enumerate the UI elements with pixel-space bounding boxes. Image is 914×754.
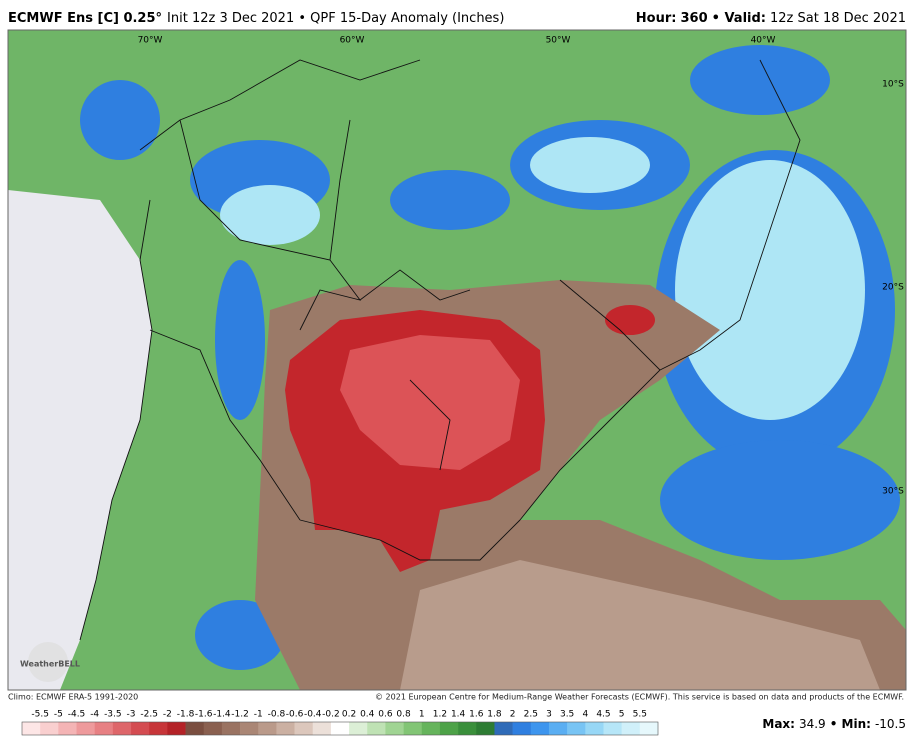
colorbar-label: 0.2 (342, 710, 356, 720)
colorbar-label: -5.5 (31, 710, 49, 720)
max: 34.9 (799, 717, 826, 731)
lon-label: 70°W (138, 36, 163, 46)
colorbar-frame (21, 721, 659, 736)
colorbar-label: -4.5 (68, 710, 86, 720)
hour-label: Hour: (636, 11, 677, 26)
color-swatch (548, 722, 568, 735)
max-label: Max: (762, 717, 795, 731)
colorbar-label: -2 (163, 710, 172, 720)
color-swatch (403, 722, 423, 735)
color-swatch (221, 722, 241, 735)
color-swatch (131, 722, 150, 735)
model: ECMWF Ens [C] 0.25° (8, 11, 162, 26)
colorbar-label: -0.4 (304, 710, 322, 720)
color-swatch (94, 722, 114, 735)
colorbar: -5.5 -5 -4.5 -4 -3.5 -3 -2.5 -2 -1.8 -1.6 -1.4 -1.2… (21, 710, 659, 736)
color-swatch (421, 722, 441, 735)
info: Init 12z 3 Dec 2021 • QPF 15-Day Anomaly… (167, 11, 504, 26)
lon-label: 50°W (546, 36, 571, 46)
color-swatch (22, 722, 41, 735)
logo-circle (28, 642, 68, 682)
logo: WeatherBELL (20, 660, 80, 669)
colorbar-label: -0.8 (268, 710, 286, 720)
min-label: • Min: (830, 717, 871, 731)
map: 70°W 60°W 50°W 40°W 10°S 20°S 30°S Weath… (7, 29, 907, 691)
color-swatch (530, 722, 550, 735)
color-swatch (40, 722, 59, 735)
lon-label: 40°W (751, 36, 776, 46)
colorbar-label: 1 (419, 710, 425, 720)
color-swatch (276, 722, 295, 735)
max-min: Max: 34.9 • Min: -10.5 (762, 717, 906, 731)
color-swatch (585, 722, 604, 735)
colorbar-label: 0.8 (396, 710, 411, 720)
lon-label: 60°W (340, 36, 365, 46)
colorbar-label: 2.5 (524, 710, 538, 720)
lat-label: 30°S (882, 487, 904, 497)
colorbar-label: -0.2 (322, 710, 340, 720)
colorbar-label: -3 (127, 710, 136, 720)
header-right: Hour: 360 • Valid: 12z Sat 18 Dec 2021 (636, 11, 906, 26)
colorbar-label: -1.6 (195, 710, 213, 720)
colorbar-label: 1.4 (451, 710, 466, 720)
color-swatch (240, 722, 259, 735)
colorbar-label: 4.5 (596, 710, 610, 720)
color-swatch (494, 722, 513, 735)
color-swatch (330, 722, 350, 735)
colorbar-label: -3.5 (104, 710, 122, 720)
color-swatch (76, 722, 95, 735)
min: -10.5 (875, 717, 906, 731)
header-left: ECMWF Ens [C] 0.25° Init 12z 3 Dec 2021 •… (8, 11, 504, 26)
color-swatch (476, 722, 495, 735)
color-swatch (349, 722, 368, 735)
colorbar-label: 1.2 (433, 710, 447, 720)
colorbar-label: -1.2 (231, 710, 249, 720)
color-swatch (185, 722, 205, 735)
color-swatch (367, 722, 386, 735)
valid-label: • Valid: (712, 11, 766, 26)
colorbar-label: 3.5 (560, 710, 574, 720)
color-swatch (512, 722, 532, 735)
colorbar-label: 2 (510, 710, 516, 720)
color-swatch (203, 722, 223, 735)
color-swatch (294, 722, 314, 735)
color-swatch (312, 722, 332, 735)
colorbar-label: 5.5 (633, 710, 647, 720)
colorbar-label: 1.8 (487, 710, 502, 720)
valid: 12z Sat 18 Dec 2021 (770, 11, 906, 26)
colorbar-label: -1 (254, 710, 263, 720)
color-swatch (567, 722, 586, 735)
colorbar-label: 1.6 (469, 710, 484, 720)
color-swatch (439, 722, 459, 735)
color-swatch (385, 722, 404, 735)
colorbar-label: -1.8 (177, 710, 195, 720)
climo: Climo: ECMWF ERA-5 1991-2020 (8, 693, 138, 702)
color-swatch (603, 722, 622, 735)
color-swatch (167, 722, 186, 735)
colorbar-label: 0.6 (378, 710, 393, 720)
colorbar-label: 0.4 (360, 710, 375, 720)
color-swatch (258, 722, 277, 735)
color-swatch (149, 722, 168, 735)
colorbar-label: 5 (619, 710, 625, 720)
colorbar-label: -0.6 (286, 710, 304, 720)
color-swatch (112, 722, 132, 735)
colorbar-label: 4 (582, 710, 588, 720)
copyright: © 2021 European Centre for Medium-Range … (375, 693, 904, 702)
hour: 360 (680, 11, 707, 26)
color-swatch (458, 722, 477, 735)
color-swatch (58, 722, 77, 735)
lat-label: 10°S (882, 80, 904, 90)
color-swatch (621, 722, 641, 735)
colorbar-label: -2.5 (140, 710, 158, 720)
color-swatch (639, 722, 659, 735)
colorbar-label: 3 (546, 710, 552, 720)
colorbar-label: -1.4 (213, 710, 231, 720)
colorbar-label: -5 (54, 710, 63, 720)
colorbar-label: -4 (90, 710, 99, 720)
lat-label: 20°S (882, 283, 904, 293)
